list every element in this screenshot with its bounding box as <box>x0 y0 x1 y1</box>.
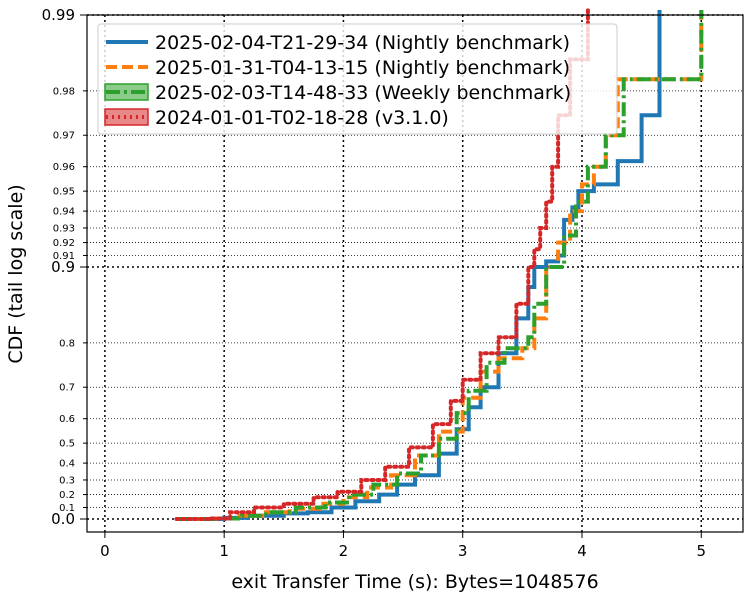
y-minor-tick-label: 0.94 <box>53 207 75 218</box>
x-axis-ticks: 0 1 2 3 4 5 <box>100 532 706 560</box>
axes <box>86 14 744 533</box>
y-minor-tick-label: 0.2 <box>59 490 75 501</box>
y-axis-ticks: 0.1 0.2 0.3 0.4 0.5 0.6 0.7 0.8 0.91 0.92 0.93 0.94… <box>42 6 87 528</box>
y-axis-label: CDF (tail log scale) <box>5 184 27 363</box>
y-minor-tick-label: 0.98 <box>53 86 75 97</box>
x-axis-label: exit Transfer Time (s): Bytes=1048576 <box>231 571 598 593</box>
series-line-1 <box>176 10 662 521</box>
x-tick-label: 4 <box>577 542 587 560</box>
y-minor-tick-label: 0.95 <box>53 187 75 198</box>
y-minor-tick-label: 0.97 <box>53 131 75 142</box>
legend-swatch <box>104 108 149 126</box>
series-lines <box>174 8 704 521</box>
plot-frame <box>86 14 744 533</box>
x-tick-label: 1 <box>219 542 229 560</box>
y-minor-tick-label: 0.8 <box>59 338 75 349</box>
legend: 2025-02-04-T21-29-34 (Nightly benchmark)… <box>97 23 618 135</box>
y-major-tick-label: 0.0 <box>51 510 75 528</box>
legend-label: 2025-02-03-T14-48-33 (Weekly benchmark) <box>155 82 571 104</box>
y-major-tick-label: 0.9 <box>51 258 75 276</box>
y-minor-tick-label: 0.93 <box>53 223 75 234</box>
x-tick-label: 0 <box>100 542 110 560</box>
y-minor-tick-label: 0.96 <box>53 162 75 173</box>
y-major-tick-label: 0.99 <box>42 6 75 24</box>
legend-box <box>97 23 618 135</box>
y-minor-tick-label: 0.5 <box>59 439 75 450</box>
x-tick-label: 5 <box>696 542 706 560</box>
legend-label: 2025-02-04-T21-29-34 (Nightly benchmark) <box>155 32 570 54</box>
y-minor-tick-label: 0.3 <box>59 475 75 486</box>
series-line-3 <box>176 10 704 521</box>
y-minor-tick-label: 0.1 <box>59 503 75 514</box>
legend-label: 2024-01-01-T02-18-28 (v3.1.0) <box>155 107 449 129</box>
y-minor-tick-label: 0.91 <box>53 251 75 262</box>
y-minor-tick-label: 0.6 <box>59 414 75 425</box>
series-line-4 <box>174 8 590 521</box>
legend-label: 2025-01-31-T04-13-15 (Nightly benchmark) <box>155 57 570 79</box>
x-tick-label: 2 <box>339 542 349 560</box>
y-minor-tick-label: 0.7 <box>59 383 75 394</box>
y-minor-tick-label: 0.92 <box>53 238 75 249</box>
x-tick-label: 3 <box>458 542 468 560</box>
y-minor-tick-label: 0.4 <box>59 459 75 470</box>
